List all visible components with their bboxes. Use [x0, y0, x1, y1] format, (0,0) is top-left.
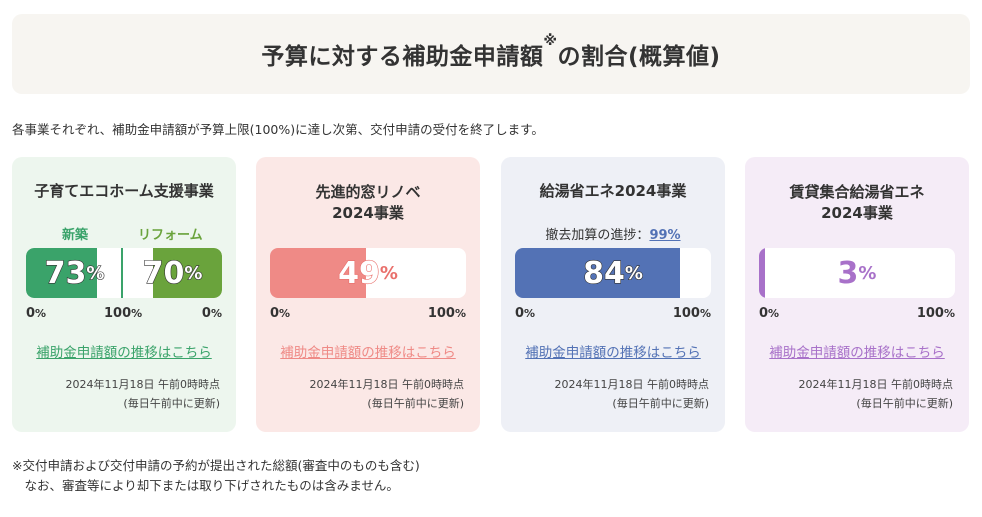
scale-min: 0%	[270, 306, 291, 321]
card-kosodate-eco-home: 子育てエコホーム支援事業 新築 リフォーム 73% 70% 0% 100% 0%…	[12, 157, 236, 432]
progress-fill	[270, 248, 367, 298]
progress-bar: 84%	[515, 248, 711, 298]
trend-link[interactable]: 補助金申請額の推移はこちら	[280, 345, 456, 361]
scale-min-right: 0%	[201, 306, 222, 321]
value-reform: 70%	[142, 255, 203, 291]
scale-min-left: 0%	[26, 306, 47, 321]
card-title: 子育てエコホーム支援事業	[34, 182, 214, 200]
removal-progress: 撤去加算の進捗：99%	[545, 228, 681, 243]
progress-value: 84%	[582, 255, 643, 291]
scale-max: 100%	[104, 306, 143, 321]
progress-fill	[515, 248, 680, 298]
note-mark: ※	[543, 33, 558, 49]
fill-reform	[152, 248, 222, 298]
card-rental-water-heater: 賃貸集合給湯省エネ 2024事業 3% 0% 100% 補助金申請額の推移はこち…	[745, 157, 969, 432]
update-info: 2024年11月18日 午前0時時点 (毎日午前中に更新)	[309, 378, 464, 410]
page-title: 予算に対する補助金申請額※の割合(概算値)	[261, 33, 721, 70]
progress-bar-dual: 73% 70%	[26, 248, 222, 298]
progress-fill	[759, 248, 765, 298]
progress-bar: 3%	[759, 248, 955, 298]
title-box: 予算に対する補助金申請額※の割合(概算値)	[12, 14, 970, 94]
trend-link[interactable]: 補助金申請額の推移はこちら	[769, 345, 945, 361]
progress-value: 49%	[337, 255, 398, 291]
value-new-build: 73%	[44, 255, 105, 291]
removal-progress-value[interactable]: 99%	[649, 228, 681, 243]
progress-bar: 49%	[270, 248, 466, 298]
bar-divider	[121, 248, 123, 298]
scale-max: 100%	[916, 306, 955, 321]
progress-value: 3%	[837, 255, 877, 291]
card-title: 先進的窓リノベ 2024事業	[315, 183, 421, 222]
update-info: 2024年11月18日 午前0時時点 (毎日午前中に更新)	[65, 378, 220, 410]
label-new-build: 新築	[62, 228, 89, 243]
label-reform: リフォーム	[138, 228, 203, 243]
intro-text: 各事業それぞれ、補助金申請額が予算上限(100%)に達し次第、交付申請の受付を終…	[12, 122, 544, 137]
scale-min: 0%	[759, 306, 780, 321]
trend-link[interactable]: 補助金申請額の推移はこちら	[36, 345, 212, 361]
trend-link[interactable]: 補助金申請額の推移はこちら	[525, 345, 701, 361]
scale-min: 0%	[515, 306, 536, 321]
footnote: ※交付申請および交付申請の予約が提出された総額(審査中のものも含む) なお、審査…	[12, 458, 420, 493]
update-info: 2024年11月18日 午前0時時点 (毎日午前中に更新)	[798, 378, 953, 410]
card-title: 給湯省エネ2024事業	[539, 182, 687, 200]
scale-max: 100%	[672, 306, 711, 321]
card-window-renovation: 先進的窓リノベ 2024事業 49% 0% 100% 補助金申請額の推移はこちら…	[256, 157, 480, 432]
scale-max: 100%	[427, 306, 466, 321]
fill-new-build	[26, 248, 97, 298]
card-title: 賃貸集合給湯省エネ 2024事業	[789, 183, 925, 222]
card-water-heater-energy-saving: 給湯省エネ2024事業 撤去加算の進捗：99% 84% 0% 100% 補助金申…	[501, 157, 725, 432]
update-info: 2024年11月18日 午前0時時点 (毎日午前中に更新)	[554, 378, 709, 410]
